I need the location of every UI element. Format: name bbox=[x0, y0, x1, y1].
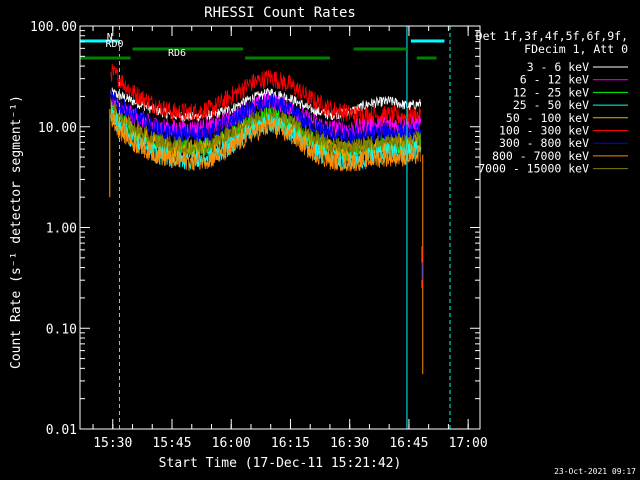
y-tick-label: 0.10 bbox=[46, 322, 77, 337]
y-tick-label: 100.00 bbox=[30, 20, 77, 35]
x-tick-label: 15:30 bbox=[93, 436, 132, 451]
y-axis-ticks: 0.01 0.10 1.00 10.00 100.00 bbox=[30, 20, 480, 438]
attenuator-bar-label: N bbox=[107, 32, 113, 43]
x-tick-label: 15:45 bbox=[152, 436, 191, 451]
x-tick-label: 16:45 bbox=[389, 436, 428, 451]
legend: Det 1f,3f,4f,5f,6f,9f, FDecim 1, Att 0 3… bbox=[476, 29, 628, 176]
x-tick-label: 16:15 bbox=[271, 436, 310, 451]
legend-header-line2: FDecim 1, Att 0 bbox=[524, 42, 628, 56]
y-axis-label: Count Rate (s⁻¹ detector segment⁻¹) bbox=[9, 95, 24, 369]
x-tick-label: 17:00 bbox=[449, 436, 488, 451]
legend-label: 300 - 800 keV bbox=[499, 136, 589, 150]
x-tick-label: 16:30 bbox=[330, 436, 369, 451]
legend-label: 6 - 12 keV bbox=[520, 73, 589, 87]
legend-label: 7000 - 15000 keV bbox=[478, 162, 589, 176]
legend-label: 3 - 6 keV bbox=[527, 60, 589, 74]
state-bar-label: RD6 bbox=[168, 48, 186, 59]
decimation-bar-label: RD0 bbox=[106, 39, 124, 50]
series-traces bbox=[110, 63, 422, 173]
x-axis-ticks: 15:30 15:45 16:00 16:15 16:30 16:45 17:00 bbox=[92, 26, 488, 451]
legend-label: 100 - 300 keV bbox=[499, 124, 589, 138]
series-line-300-800-kev bbox=[110, 87, 422, 145]
legend-label: 800 - 7000 keV bbox=[492, 149, 589, 163]
chart-title: RHESSI Count Rates bbox=[204, 5, 356, 21]
x-axis-label: Start Time (17-Dec-11 15:21:42) bbox=[159, 456, 402, 471]
y-tick-label: 10.00 bbox=[38, 121, 77, 136]
series-line-800-7000-kev bbox=[110, 110, 422, 173]
legend-header-line1: Det 1f,3f,4f,5f,6f,9f, bbox=[476, 29, 628, 43]
legend-label: 50 - 100 keV bbox=[506, 111, 589, 125]
footer-timestamp: 23-Oct-2021 09:17 bbox=[554, 467, 636, 476]
y-tick-label: 1.00 bbox=[46, 222, 77, 237]
legend-label: 12 - 25 keV bbox=[513, 85, 589, 99]
legend-label: 25 - 50 keV bbox=[513, 98, 589, 112]
y-tick-label: 0.01 bbox=[46, 423, 77, 438]
series-line-100-300-kev bbox=[110, 63, 422, 126]
x-tick-label: 16:00 bbox=[212, 436, 251, 451]
